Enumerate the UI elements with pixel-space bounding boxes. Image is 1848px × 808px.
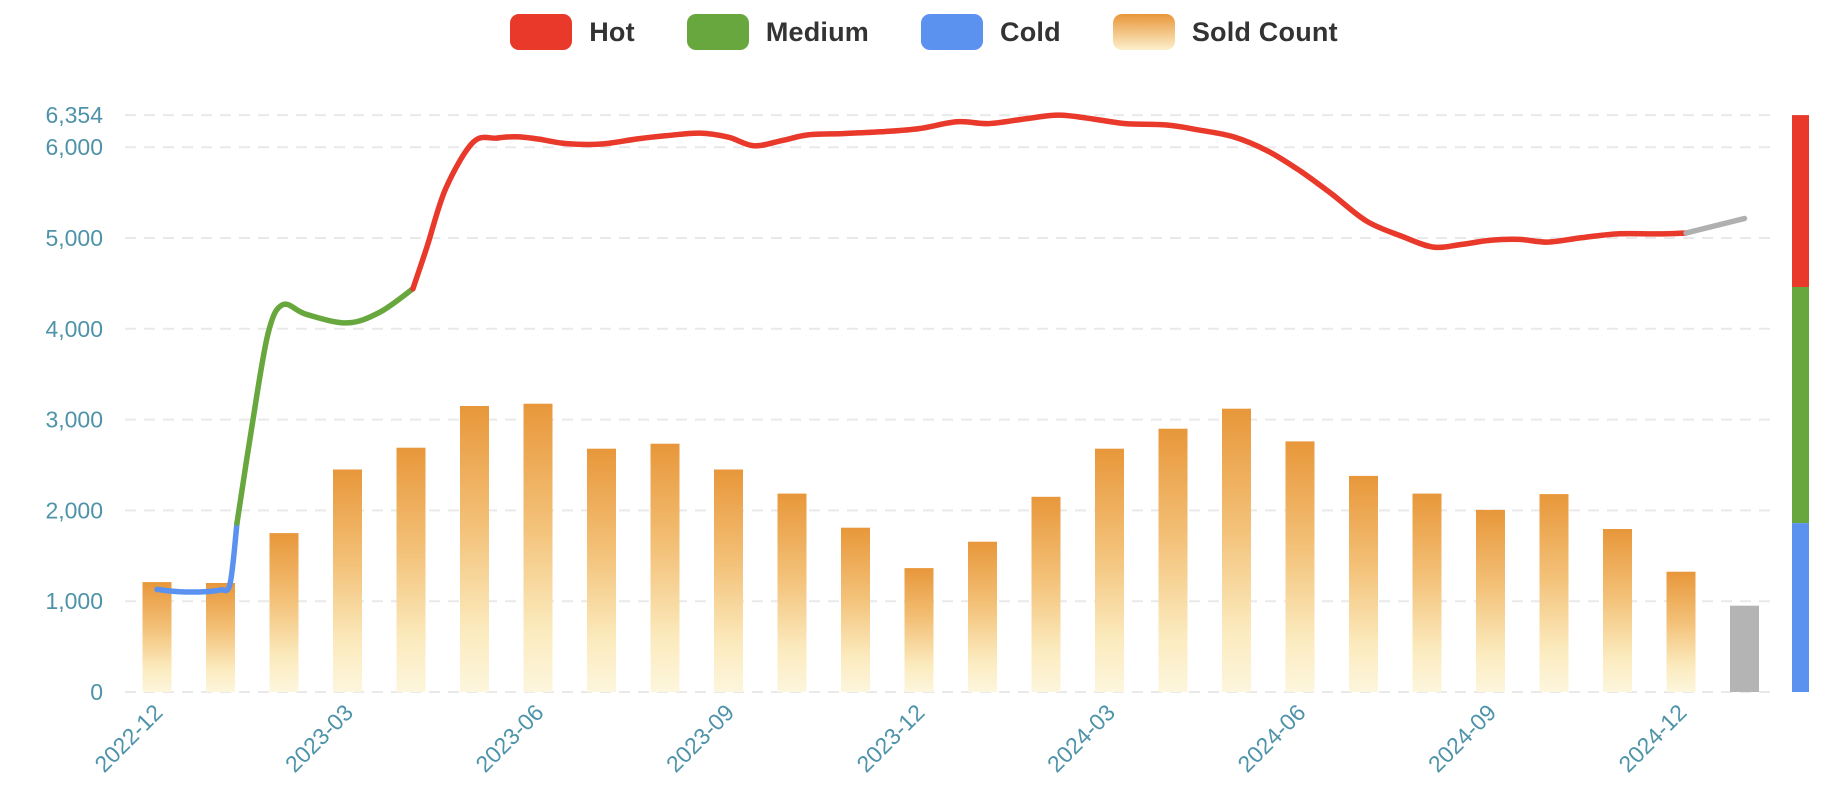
bar-2024-07[interactable] <box>1349 475 1378 692</box>
y-axis-label: 2,000 <box>45 497 103 523</box>
x-axis-label: 2024-06 <box>1232 699 1310 777</box>
bar-2024-05[interactable] <box>1222 408 1251 692</box>
bar-2023-06[interactable] <box>523 403 553 692</box>
y-axis-label: 5,000 <box>45 225 103 251</box>
bar-2025-01-forecast[interactable] <box>1730 605 1759 692</box>
legend: Hot Medium Cold Sold Count <box>0 14 1848 50</box>
y-axis-label: 1,000 <box>45 588 103 614</box>
bar-2023-10[interactable] <box>777 493 807 692</box>
legend-label-hot: Hot <box>589 16 635 47</box>
legend-label-cold: Cold <box>1000 16 1061 47</box>
zone-cold <box>1792 523 1809 692</box>
bar-2023-02[interactable] <box>269 533 299 692</box>
price-line-cold[interactable] <box>154 520 240 595</box>
bar-2023-05[interactable] <box>460 406 489 692</box>
bar-2023-11[interactable] <box>841 527 870 692</box>
zone-medium <box>1792 287 1809 524</box>
y-axis-label: 3,000 <box>45 407 103 433</box>
zone-hot <box>1792 115 1809 288</box>
y-axis-label: 6,354 <box>45 102 103 128</box>
x-axis-label: 2023-09 <box>661 699 739 777</box>
bar-2024-09[interactable] <box>1476 509 1505 692</box>
bar-2024-06[interactable] <box>1285 441 1315 692</box>
y-axis-label: 6,000 <box>45 134 103 160</box>
bar-2024-12[interactable] <box>1666 571 1696 692</box>
x-axis-label: 2023-03 <box>280 699 358 777</box>
x-axis-label: 2024-12 <box>1613 699 1691 777</box>
legend-label-medium: Medium <box>765 16 870 47</box>
bar-2023-04[interactable] <box>396 447 426 692</box>
legend-item-medium[interactable]: Medium <box>686 14 870 50</box>
bar-2022-12[interactable] <box>142 582 172 692</box>
temperature-zone-strip <box>1792 115 1809 692</box>
sold-count-bars <box>142 403 1759 693</box>
bar-2024-03[interactable] <box>1095 448 1124 692</box>
sold-count-swatch-icon <box>1112 14 1175 50</box>
price-line-forecast[interactable] <box>1683 215 1748 236</box>
bar-2023-03[interactable] <box>333 469 362 693</box>
y-axis-label: 0 <box>90 679 103 705</box>
hot-swatch-icon <box>510 14 573 50</box>
price-line <box>154 112 1748 595</box>
x-axis-label: 2024-09 <box>1423 699 1501 777</box>
bar-2023-09[interactable] <box>714 469 743 693</box>
bar-2024-08[interactable] <box>1412 493 1442 692</box>
bar-2024-01[interactable] <box>968 541 997 692</box>
bar-2023-07[interactable] <box>587 448 616 692</box>
cold-swatch-icon <box>921 14 984 50</box>
price-line-hot[interactable] <box>410 112 1689 292</box>
bar-2023-08[interactable] <box>650 443 680 692</box>
bar-2023-01[interactable] <box>206 583 235 692</box>
x-axis: 2022-12 2023-03 2023-06 2023-09 2023-12 2024-… <box>89 699 1691 777</box>
legend-item-sold-count[interactable]: Sold Count <box>1112 14 1338 50</box>
bar-2024-10[interactable] <box>1539 494 1569 692</box>
bar-2024-11[interactable] <box>1603 529 1632 692</box>
x-axis-label: 2024-03 <box>1042 699 1120 777</box>
x-axis-label: 2022-12 <box>89 699 167 777</box>
legend-item-hot[interactable]: Hot <box>510 14 635 50</box>
legend-label-sold-count: Sold Count <box>1191 16 1338 47</box>
price-line-medium[interactable] <box>234 286 416 526</box>
bar-2023-12[interactable] <box>904 568 934 692</box>
y-axis-label: 4,000 <box>45 316 103 342</box>
legend-item-cold[interactable]: Cold <box>921 14 1061 50</box>
x-axis-label: 2023-12 <box>851 699 929 777</box>
bar-2024-04[interactable] <box>1158 428 1188 692</box>
bar-2024-02[interactable] <box>1031 496 1061 692</box>
medium-swatch-icon <box>686 14 749 50</box>
x-axis-label: 2023-06 <box>470 699 548 777</box>
